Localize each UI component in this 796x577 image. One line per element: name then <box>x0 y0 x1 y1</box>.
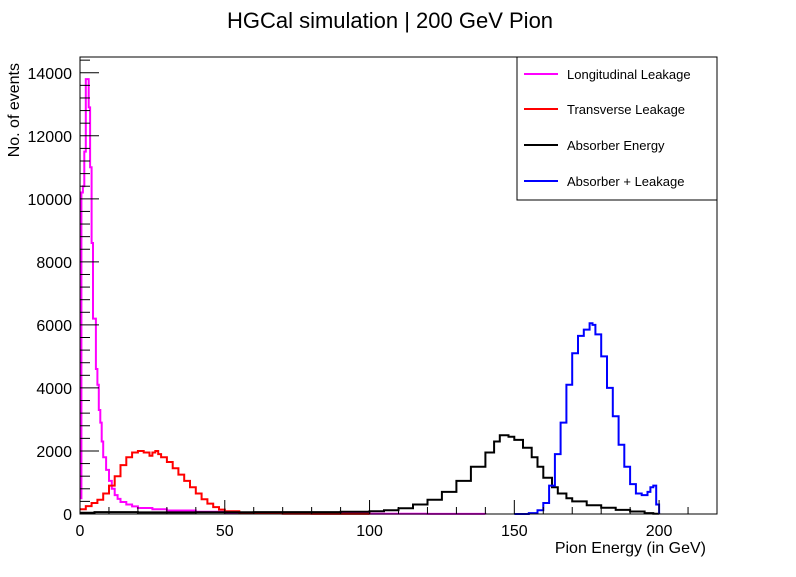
series-line-3 <box>80 434 661 515</box>
legend-label: Absorber Energy <box>567 138 665 153</box>
chart-title: HGCal simulation | 200 GeV Pion <box>227 8 553 33</box>
legend-label: Transverse Leakage <box>567 102 685 117</box>
x-axis-label: Pion Energy (in GeV) <box>555 540 706 557</box>
series-line-1 <box>80 78 487 515</box>
y-tick-label: 8000 <box>36 255 72 272</box>
legend-label: Longitudinal Leakage <box>567 67 691 82</box>
axis-layer: 0 50 100 150 2000200040006000800010000120001… <box>28 59 718 540</box>
y-tick-label: 4000 <box>36 381 72 398</box>
series-line-4 <box>514 322 661 515</box>
legend-box <box>516 56 718 201</box>
legend: Longitudinal Leakage Transverse Leakage Ab… <box>516 56 718 201</box>
legend-items: Longitudinal Leakage Transverse Leakage Ab… <box>524 67 691 189</box>
y-tick-label: 14000 <box>28 66 73 83</box>
x-tick-label: 200 <box>646 523 673 540</box>
x-tick-label: 0 <box>76 523 85 540</box>
y-tick-label: 12000 <box>28 129 73 146</box>
y-tick-label: 6000 <box>36 318 72 335</box>
y-tick-label: 10000 <box>28 192 73 209</box>
x-tick-label: 100 <box>356 523 383 540</box>
y-tick-label: 0 <box>63 507 72 524</box>
x-tick-label: 150 <box>501 523 528 540</box>
y-axis-label: No. of events <box>6 63 23 157</box>
legend-label: Absorber + Leakage <box>567 174 684 189</box>
x-tick-label: 50 <box>216 523 234 540</box>
y-tick-label: 2000 <box>36 444 72 461</box>
